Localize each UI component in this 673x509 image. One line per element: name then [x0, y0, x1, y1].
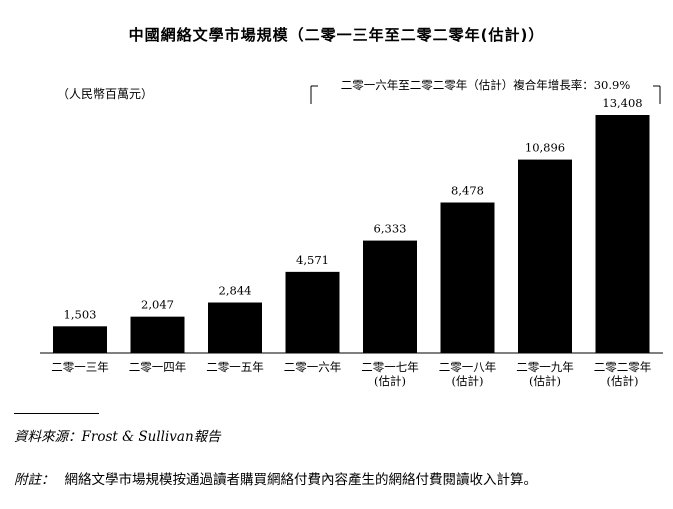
value-label-2: 2,844: [219, 284, 252, 298]
value-label-0: 1,503: [64, 307, 97, 321]
value-label-7: 13,408: [602, 96, 642, 110]
value-label-5: 8,478: [451, 184, 484, 198]
bar-3: [285, 271, 340, 353]
value-label-1: 2,047: [141, 298, 174, 312]
bar-6: [518, 159, 572, 353]
x-tick-label-7-sub: (估計): [607, 374, 639, 388]
bar-7: [595, 115, 650, 353]
chart-title: 中國網絡文學市場規模（二零一三年至二零二零年(估計)）: [128, 26, 545, 44]
value-label-3: 4,571: [296, 253, 329, 267]
value-label-4: 6,333: [374, 222, 407, 236]
x-tick-label-4: 二零一七年: [361, 360, 419, 374]
bar-1: [130, 316, 185, 353]
x-tick-label-6-sub: (估計): [529, 374, 561, 388]
remark-note: 附註： 網絡文學市場規模按通過讀者購買網絡付費內容產生的網絡付費閱讀收入計算。: [14, 468, 537, 488]
bar-4: [363, 240, 417, 353]
bar-0: [53, 326, 107, 353]
bar-5: [440, 202, 495, 353]
x-tick-label-0: 二零一三年: [51, 360, 109, 374]
footnote-divider: [14, 413, 99, 414]
x-tick-label-3: 二零一六年: [284, 360, 342, 374]
source-note: 資料來源：Frost & Sullivan報告: [14, 429, 221, 445]
x-tick-label-7: 二零二零年: [594, 360, 652, 374]
unit-label: （人民幣百萬元）: [57, 87, 154, 101]
value-label-6: 10,896: [525, 141, 565, 155]
x-tick-label-2: 二零一五年: [206, 360, 264, 374]
remark-text: 網絡文學市場規模按通過讀者購買網絡付費內容產生的網絡付費閱讀收入計算。: [64, 472, 538, 488]
x-tick-label-5: 二零一八年: [439, 360, 497, 374]
x-tick-label-1: 二零一四年: [129, 360, 187, 374]
x-tick-label-4-sub: (估計): [374, 374, 406, 388]
x-tick-label-6: 二零一九年: [516, 360, 574, 374]
remark-label: 附註：: [14, 472, 55, 488]
x-tick-label-5-sub: (估計): [452, 374, 484, 388]
cagr-annotation: 二零一六年至二零二零年（估計）複合年增長率：30.9%: [318, 77, 653, 93]
bar-2: [208, 302, 262, 353]
